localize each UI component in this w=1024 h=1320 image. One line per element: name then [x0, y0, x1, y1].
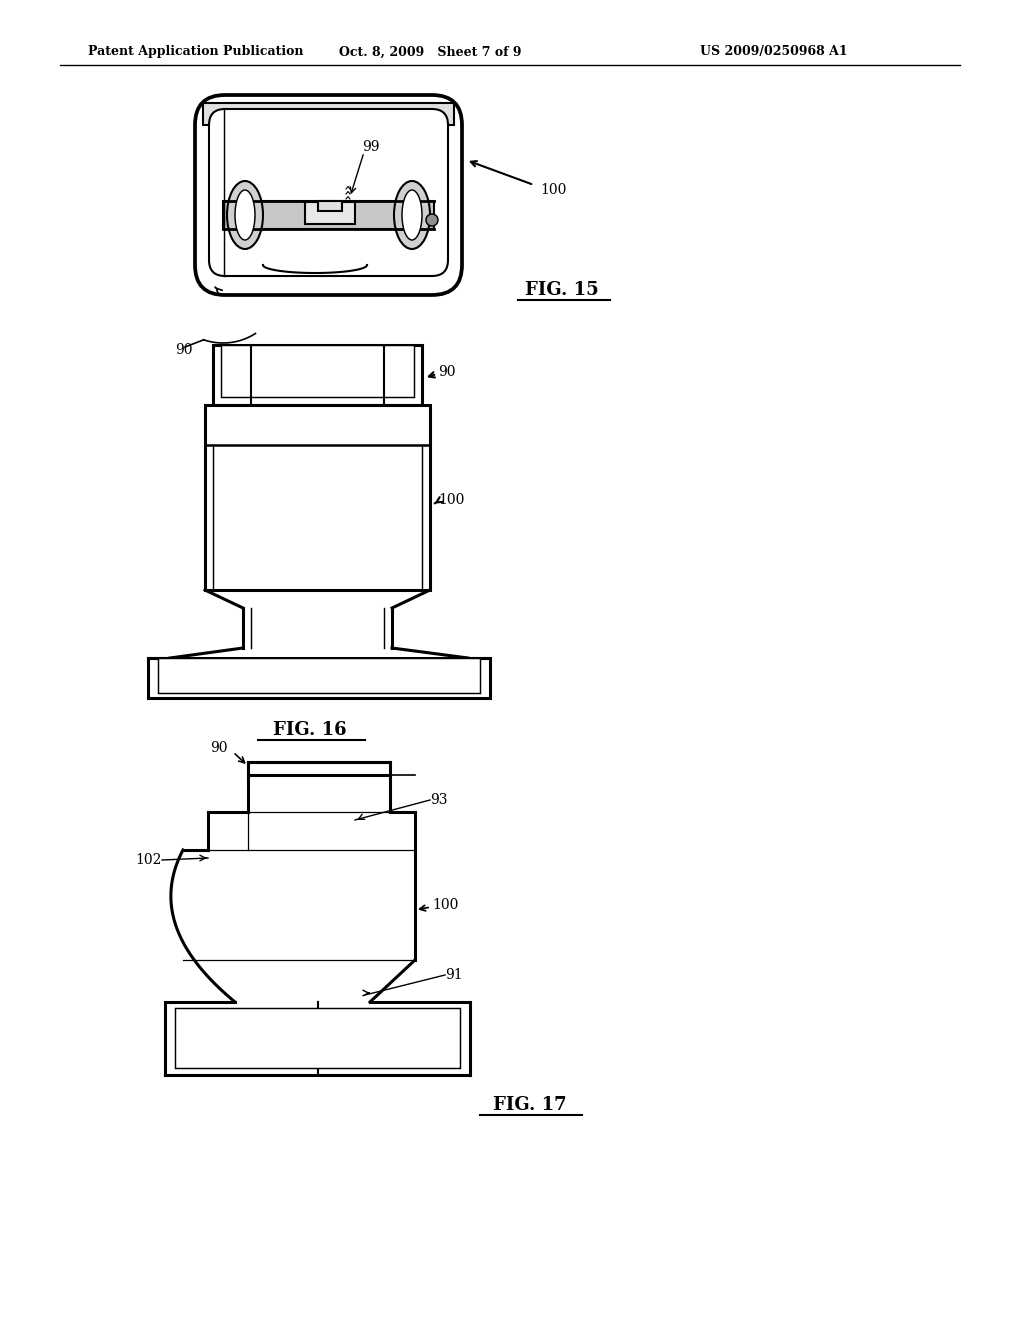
Text: 100: 100	[540, 183, 566, 197]
Ellipse shape	[402, 190, 422, 240]
Ellipse shape	[394, 181, 430, 249]
Text: 102: 102	[135, 853, 162, 867]
Bar	[205, 405, 430, 590]
Text: 90: 90	[211, 741, 228, 755]
Bar	[221, 345, 414, 397]
Text: 90: 90	[438, 366, 456, 379]
Text: US 2009/0250968 A1: US 2009/0250968 A1	[700, 45, 848, 58]
FancyBboxPatch shape	[195, 95, 462, 294]
Text: FIG. 15: FIG. 15	[525, 281, 599, 300]
Bar	[248, 762, 390, 775]
Bar	[203, 103, 454, 125]
Text: 90: 90	[175, 343, 193, 356]
Text: 100: 100	[438, 492, 464, 507]
Bar	[223, 201, 434, 228]
Bar	[305, 202, 355, 224]
Text: 93: 93	[430, 793, 447, 807]
Bar	[318, 201, 342, 211]
Ellipse shape	[227, 181, 263, 249]
Text: 99: 99	[362, 140, 380, 154]
Text: FIG. 17: FIG. 17	[494, 1096, 567, 1114]
Text: 91: 91	[445, 968, 463, 982]
Text: 100: 100	[432, 898, 459, 912]
Text: Oct. 8, 2009   Sheet 7 of 9: Oct. 8, 2009 Sheet 7 of 9	[339, 45, 521, 58]
Text: FIG. 16: FIG. 16	[273, 721, 347, 739]
Ellipse shape	[234, 190, 255, 240]
Ellipse shape	[426, 214, 438, 226]
FancyBboxPatch shape	[209, 110, 449, 276]
Bar	[148, 657, 490, 698]
Bar	[158, 657, 480, 693]
Bar	[213, 345, 422, 405]
Bar	[175, 1008, 460, 1068]
Text: Patent Application Publication: Patent Application Publication	[88, 45, 303, 58]
